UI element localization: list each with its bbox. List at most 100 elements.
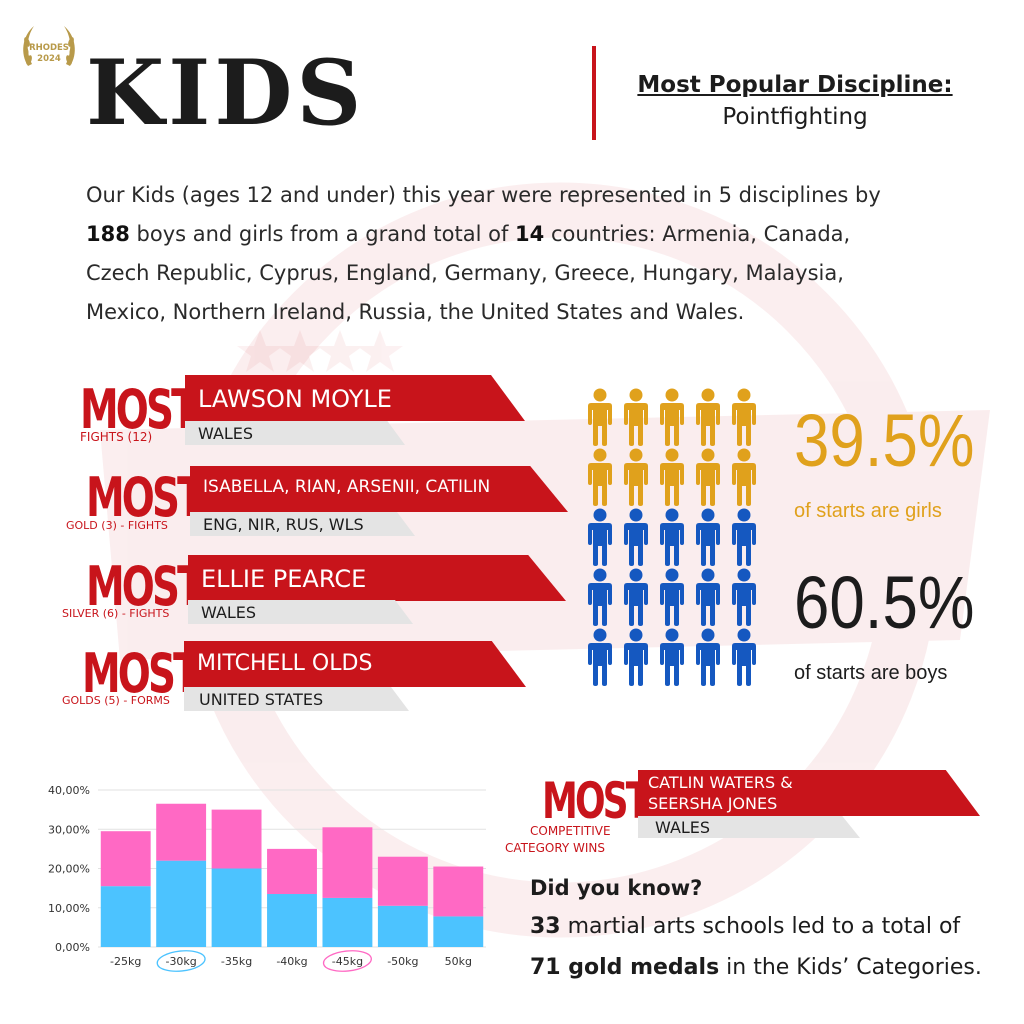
bar-segment--30kg-s0 (156, 860, 207, 947)
name-banner (638, 770, 980, 816)
person-icon (732, 388, 756, 446)
person-icon (696, 628, 720, 686)
winner-name: MITCHELL OLDS (197, 651, 373, 676)
person-icon (660, 448, 684, 506)
y-tick-label: 30,00% (48, 823, 90, 836)
most-word: MOST (82, 642, 200, 705)
girls-caption: of starts are girls (794, 500, 942, 522)
y-tick-label: 40,00% (48, 784, 90, 797)
person-icon (660, 568, 684, 626)
person-icon (732, 508, 756, 566)
header-divider (592, 46, 596, 140)
country-banner (638, 816, 860, 838)
popular-discipline-label: Most Popular Discipline: (637, 72, 953, 98)
gender-pictogram (588, 388, 756, 686)
name-banner (185, 375, 525, 421)
person-icon (588, 448, 612, 506)
did-you-know-title: Did you know? (530, 876, 703, 900)
person-icon (624, 448, 648, 506)
bar-segment-50kg-s1 (433, 866, 484, 917)
person-icon (696, 568, 720, 626)
most-caption-line2: CATEGORY WINS (505, 841, 606, 855)
y-tick-label: 0,00% (55, 941, 90, 954)
winner-country: WALES (198, 424, 254, 443)
most-caption-line1: COMPETITIVE (530, 824, 611, 838)
page-title: KIDS (86, 40, 366, 146)
y-tick-label: 20,00% (48, 863, 90, 876)
most-word: MOST (80, 378, 198, 441)
person-icon (660, 508, 684, 566)
x-tick-label: -50kg (387, 955, 418, 968)
bar-segment--40kg-s0 (267, 894, 317, 947)
country-banner (190, 512, 415, 536)
winner-country: ENG, NIR, RUS, WLS (203, 515, 364, 534)
bar-segment--25kg-s0 (100, 886, 151, 947)
girls-percentage: 39.5% (794, 399, 975, 482)
person-icon (732, 628, 756, 686)
most-caption: GOLDS (5) - FORMS (62, 694, 170, 707)
intro-paragraph: Our Kids (ages 12 and under) this year w… (86, 176, 986, 332)
winner-name: ELLIE PEARCE (201, 565, 367, 593)
highlight-circle (322, 950, 372, 972)
y-tick-label: 10,00% (48, 902, 90, 915)
person-icon (696, 388, 720, 446)
rhodes-2024-logo: RHODES 2024 (23, 26, 75, 66)
country-banner (188, 600, 413, 624)
x-tick-label: -25kg (110, 955, 141, 968)
winner-name-line1: CATLIN WATERS & (648, 773, 793, 792)
did-you-know-line1: 33 martial arts schools led to a total o… (530, 914, 961, 939)
bar-segment--35kg-s1 (211, 809, 262, 869)
most-word: MOST (86, 466, 204, 529)
highlight-circle (156, 950, 206, 972)
person-icon (588, 628, 612, 686)
weight-category-chart: 0,00% 10,00% 20,00% 30,00% 40,00% -25kg -30kg -… (48, 784, 486, 972)
person-icon (624, 388, 648, 446)
person-icon (624, 628, 648, 686)
winner-name: ISABELLA, RIAN, ARSENII, CATILIN (203, 477, 491, 497)
person-icon (588, 508, 612, 566)
bar-segment--35kg-s0 (211, 868, 262, 947)
person-icon (732, 568, 756, 626)
bar-segment--45kg-s0 (322, 897, 373, 947)
winner-country: WALES (201, 603, 257, 622)
bar-segment--30kg-s1 (156, 803, 207, 861)
winner-name-line2: SEERSHA JONES (648, 794, 778, 813)
boys-percentage: 60.5% (794, 561, 975, 644)
logo-line2: 2024 (37, 54, 61, 64)
intro-line-4: Mexico, Northern Ireland, Russia, the Un… (86, 300, 745, 324)
most-caption: FIGHTS (12) (80, 430, 153, 444)
most-caption: GOLD (3) - FIGHTS (66, 519, 168, 532)
did-you-know-line2: 71 gold medals in the Kids’ Categories. (530, 955, 982, 980)
most-caption: SILVER (6) - FIGHTS (62, 607, 170, 620)
x-tick-label: -40kg (276, 955, 307, 968)
intro-line-2: 188 boys and girls from a grand total of… (86, 222, 851, 246)
schools-count: 33 (530, 914, 561, 939)
boys-girls-count: 188 (86, 222, 130, 246)
name-banner (190, 466, 568, 512)
bar-segment--25kg-s1 (100, 831, 151, 887)
name-banner (184, 641, 526, 687)
country-banner (184, 687, 409, 711)
logo-line1: RHODES (29, 43, 69, 53)
x-tick-label: -35kg (221, 955, 252, 968)
most-word: MOST (542, 772, 650, 830)
bar-segment--40kg-s1 (267, 848, 317, 895)
person-icon (588, 568, 612, 626)
most-word: MOST (86, 555, 204, 618)
person-icon (732, 448, 756, 506)
person-icon (696, 448, 720, 506)
person-icon (624, 508, 648, 566)
x-tick-label: -45kg (332, 955, 363, 968)
bar-segment-50kg-s0 (433, 916, 484, 947)
x-tick-label: 50kg (445, 955, 472, 968)
x-tick-label: -30kg (165, 955, 196, 968)
winner-country: WALES (655, 818, 711, 837)
person-icon (588, 388, 612, 446)
popular-discipline-value: Pointfighting (722, 104, 868, 130)
winner-country: UNITED STATES (199, 690, 324, 709)
boys-caption: of starts are boys (794, 662, 948, 684)
countries-count: 14 (515, 222, 545, 246)
bar-segment--45kg-s1 (322, 827, 373, 898)
gold-medals-count: 71 gold medals (530, 955, 720, 980)
person-icon (660, 628, 684, 686)
